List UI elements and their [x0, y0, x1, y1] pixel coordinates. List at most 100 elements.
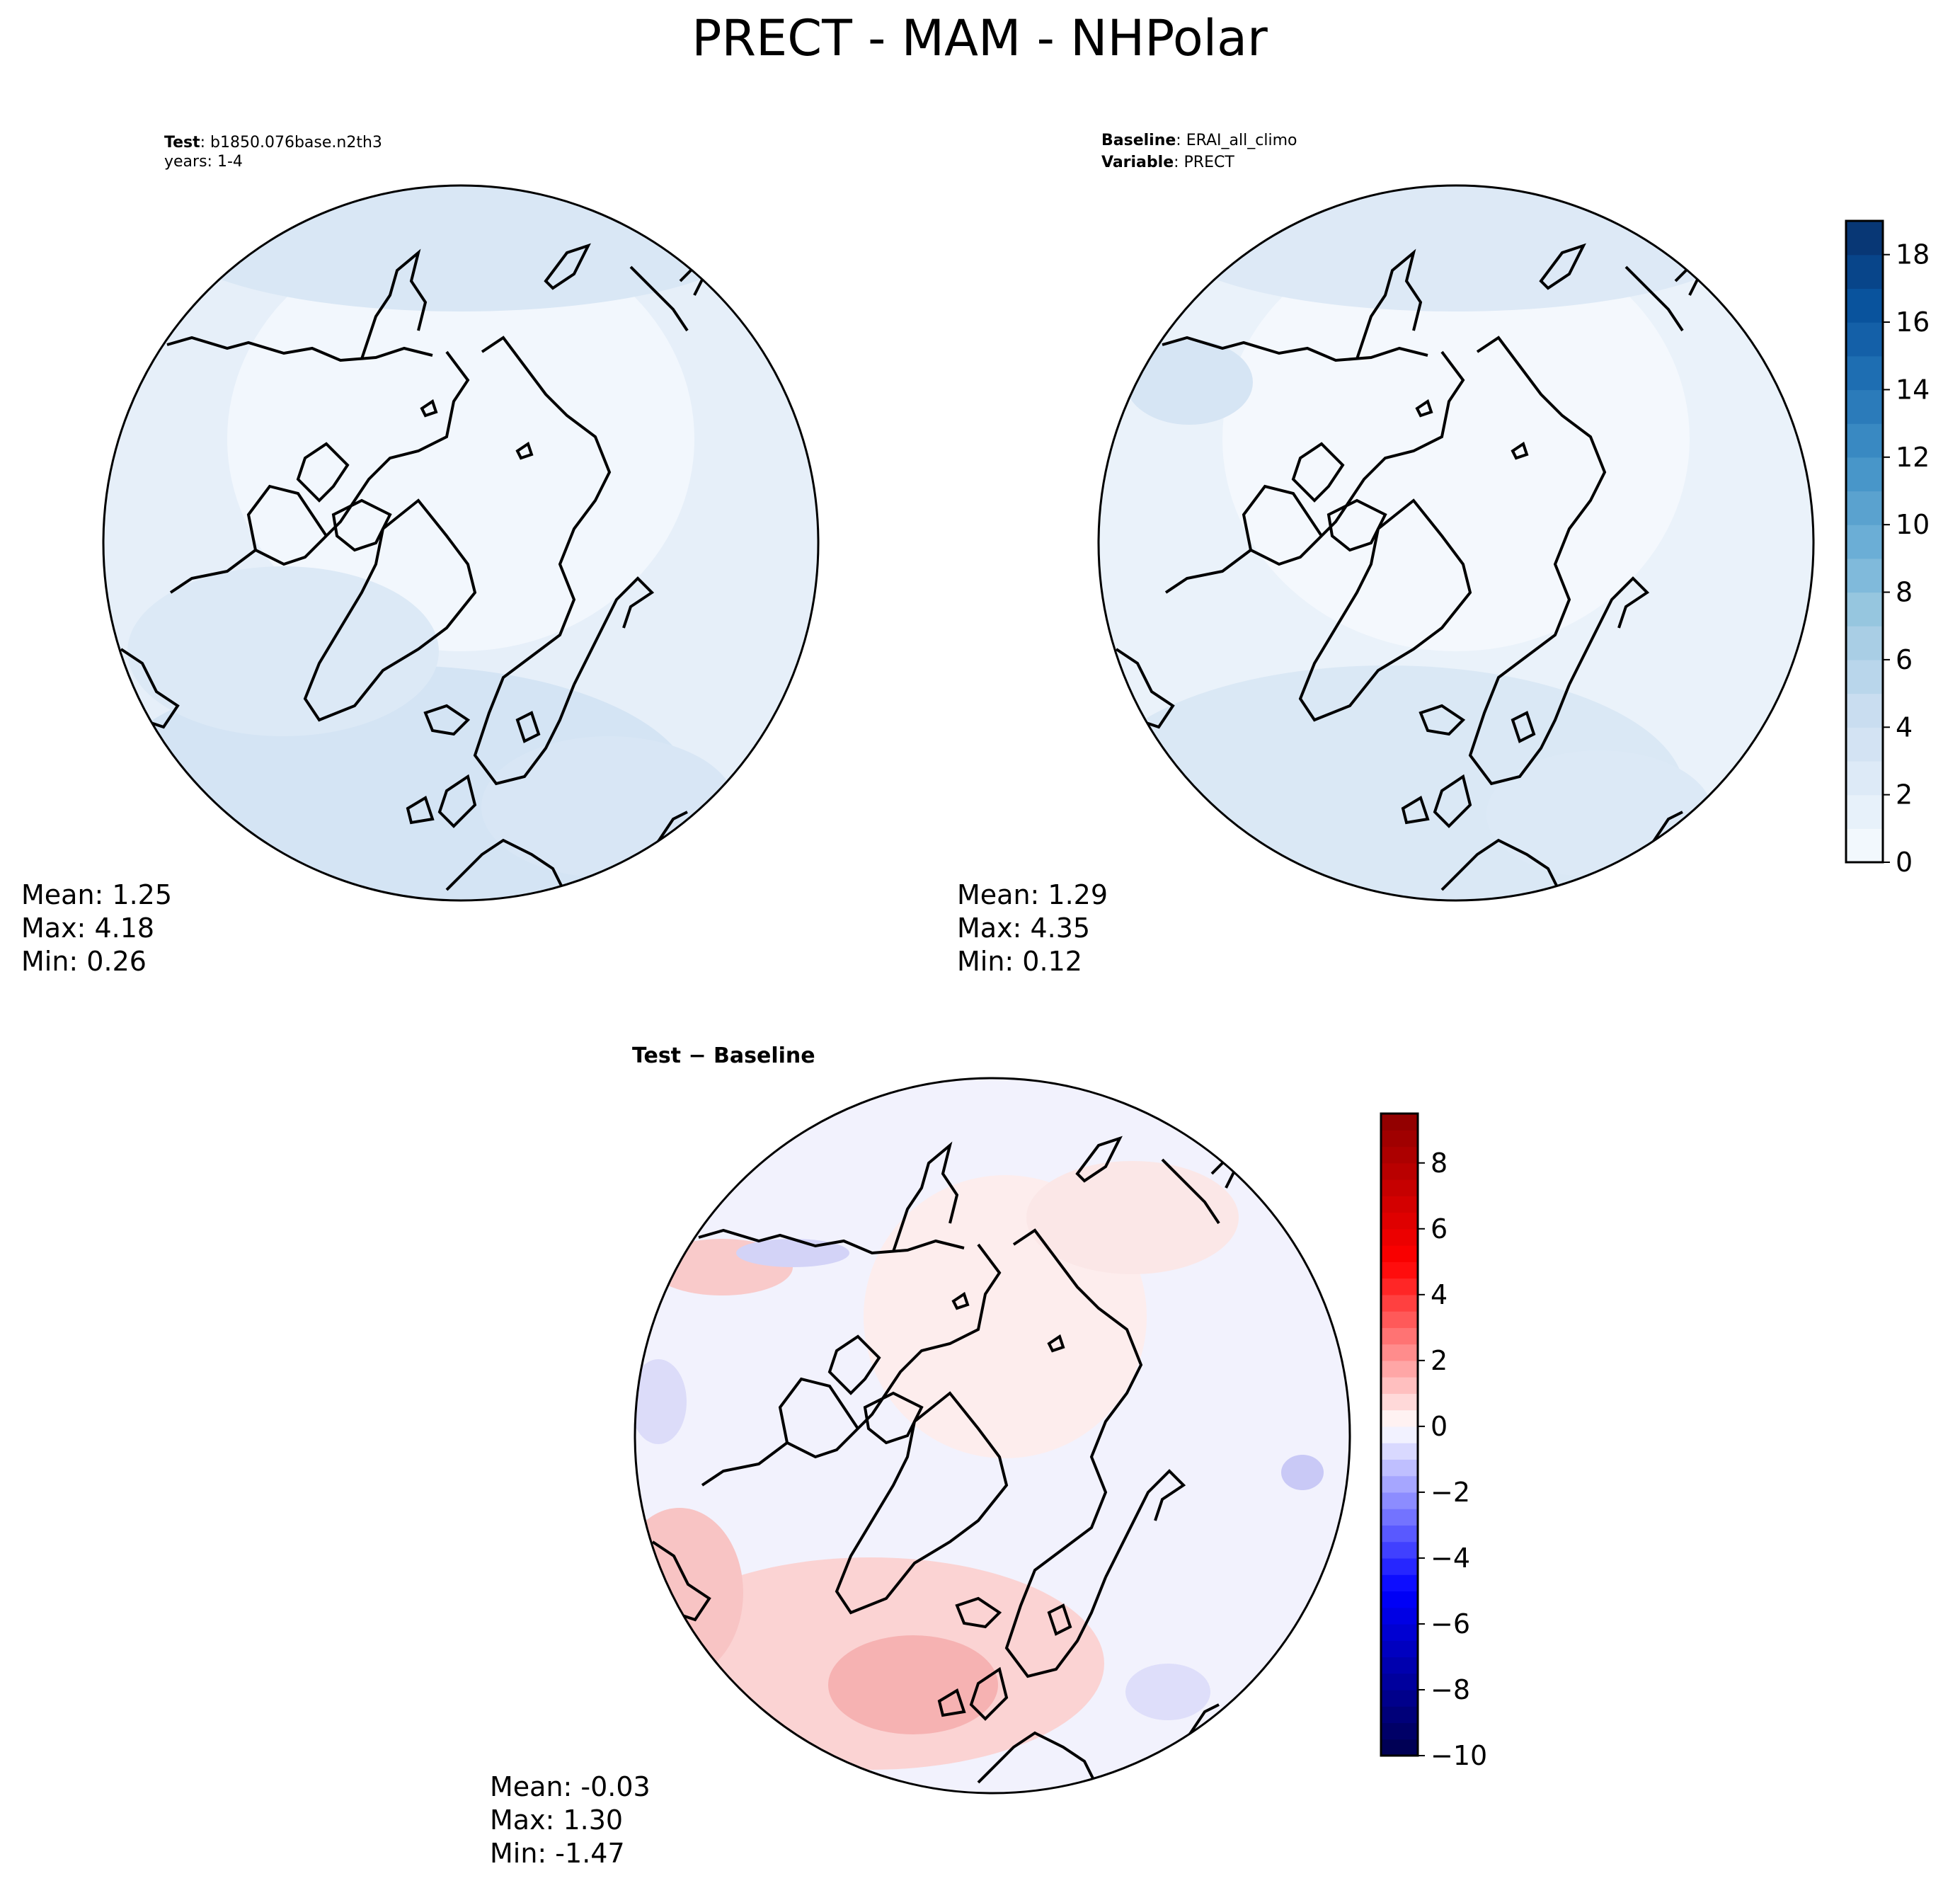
- cbar-diff-tick-label: −8: [1431, 1674, 1470, 1705]
- cbar-diff-level: [1381, 1557, 1418, 1575]
- cbar-diff-level: [1381, 1162, 1418, 1180]
- cbar-diff-level: [1381, 1327, 1418, 1345]
- cbar-diff-tick-label: −2: [1431, 1477, 1470, 1508]
- cbar-main-level: [1846, 491, 1883, 525]
- cbar-diff-level: [1381, 1377, 1418, 1394]
- cbar-main-level: [1846, 389, 1883, 424]
- cbar-diff-level: [1381, 1475, 1418, 1493]
- cbar-diff-level: [1381, 1294, 1418, 1312]
- cbar-diff-level: [1381, 1607, 1418, 1625]
- cbar-main-level: [1846, 626, 1883, 660]
- cbar-diff-level: [1381, 1673, 1418, 1690]
- cbar-main-level: [1846, 659, 1883, 694]
- cbar-main-tick-label: 18: [1896, 239, 1930, 270]
- cbar-diff-level: [1381, 1509, 1418, 1526]
- cbar-diff-level: [1381, 1591, 1418, 1608]
- cbar-main-level: [1846, 423, 1883, 458]
- cbar-main-tick-label: 14: [1896, 374, 1930, 405]
- cbar-diff-level: [1381, 1623, 1418, 1641]
- cbar-diff-tick-label: 2: [1431, 1345, 1448, 1376]
- cbar-diff-level: [1381, 1640, 1418, 1658]
- baseline-map-boundary: [1097, 184, 1815, 902]
- cbar-main-level: [1846, 558, 1883, 593]
- cbar-diff-tick-label: −6: [1431, 1608, 1470, 1640]
- cbar-main-tick-label: 12: [1896, 442, 1930, 473]
- cbar-diff-level: [1381, 1541, 1418, 1559]
- cbar-diff-level: [1381, 1228, 1418, 1246]
- baseline-max-stat: Max: 4.35: [957, 912, 1090, 944]
- cbar-diff-level: [1381, 1146, 1418, 1164]
- cbar-diff-level: [1381, 1261, 1418, 1279]
- cbar-diff-level: [1381, 1360, 1418, 1378]
- cbar-main-level: [1846, 525, 1883, 559]
- cbar-main-level: [1846, 322, 1883, 357]
- cbar-diff-level: [1381, 1114, 1418, 1131]
- test-header-line-2: years: 1-4: [164, 153, 243, 171]
- main-colorbar: 0 2 4 6 8 10 12 14 16 18: [1845, 219, 1930, 878]
- cbar-diff-level: [1381, 1212, 1418, 1230]
- cbar-main-level: [1846, 760, 1883, 796]
- cbar-diff-tick-label: 6: [1431, 1213, 1448, 1245]
- cbar-main-tick-label: 8: [1896, 577, 1913, 608]
- test-map-boundary: [102, 184, 820, 902]
- cbar-diff-level: [1381, 1722, 1418, 1740]
- difference-max-stat: Max: 1.30: [490, 1804, 623, 1836]
- cbar-diff-level: [1381, 1689, 1418, 1707]
- cbar-diff-level: [1381, 1739, 1418, 1756]
- cbar-main-tick-label: 16: [1896, 307, 1930, 338]
- cbar-main-level: [1846, 828, 1883, 863]
- cbar-main-frame: [1845, 219, 1884, 864]
- cbar-main-tick-label: 10: [1896, 509, 1930, 540]
- cbar-diff-level: [1381, 1130, 1418, 1148]
- difference-colorbar: −10 −8 −6 −4 −2 0 2 4 6 8: [1380, 1112, 1487, 1771]
- difference-mean-stat: Mean: -0.03: [490, 1771, 651, 1802]
- cbar-main-level: [1846, 288, 1883, 323]
- cbar-main-level: [1846, 794, 1883, 829]
- difference-header: Test − Baseline: [632, 1043, 815, 1068]
- difference-panel: Test − Baseline Mean: -0.03 Max: 1.30 Mi…: [490, 1043, 1351, 1869]
- cbar-diff-frame: [1380, 1112, 1419, 1757]
- test-min-stat: Min: 0.26: [21, 946, 147, 977]
- cbar-main-level: [1846, 355, 1883, 391]
- cbar-main-level: [1846, 693, 1883, 728]
- cbar-diff-level: [1381, 1443, 1418, 1460]
- cbar-main-level: [1846, 457, 1883, 492]
- cbar-main-level: [1846, 727, 1883, 762]
- cbar-diff-level: [1381, 1196, 1418, 1213]
- cbar-main-tick-label: 0: [1896, 847, 1913, 878]
- cbar-diff-tick-label: 4: [1431, 1279, 1448, 1310]
- baseline-panel: Baseline: ERAI_all_climo Variable: PRECT…: [957, 132, 1815, 977]
- cbar-main-tick-label: 6: [1896, 644, 1913, 675]
- cbar-diff-tick-label: −10: [1431, 1740, 1487, 1771]
- cbar-diff-level: [1381, 1179, 1418, 1196]
- test-max-stat: Max: 4.18: [21, 912, 154, 944]
- difference-map-boundary: [634, 1077, 1351, 1795]
- difference-map: [635, 1078, 1350, 1793]
- cbar-diff-level: [1381, 1525, 1418, 1543]
- cbar-diff-level: [1381, 1657, 1418, 1674]
- cbar-diff-level: [1381, 1278, 1418, 1295]
- test-panel: Test: b1850.076base.n2th3 years: 1-4 Mea…: [21, 134, 820, 977]
- baseline-mean-stat: Mean: 1.29: [957, 879, 1108, 910]
- baseline-header-line-2: Variable: PRECT: [1101, 154, 1234, 171]
- cbar-diff-level: [1381, 1311, 1418, 1328]
- cbar-diff-level: [1381, 1574, 1418, 1592]
- cbar-main-tick-label: 4: [1896, 711, 1913, 743]
- cbar-main-level: [1846, 221, 1883, 256]
- cbar-diff-level: [1381, 1706, 1418, 1724]
- cbar-diff-level: [1381, 1409, 1418, 1427]
- figure-title: PRECT - MAM - NHPolar: [692, 9, 1268, 67]
- cbar-diff-level: [1381, 1426, 1418, 1443]
- cbar-diff-level: [1381, 1459, 1418, 1477]
- cbar-diff-level: [1381, 1492, 1418, 1509]
- cbar-main-level: [1846, 592, 1883, 627]
- cbar-diff-tick-label: 8: [1431, 1148, 1448, 1179]
- cbar-diff-level: [1381, 1245, 1418, 1262]
- cbar-main-level: [1846, 254, 1883, 289]
- cbar-diff-tick-label: −4: [1431, 1543, 1470, 1574]
- cbar-diff-level: [1381, 1393, 1418, 1411]
- baseline-header-line-1: Baseline: ERAI_all_climo: [1101, 132, 1297, 149]
- test-mean-stat: Mean: 1.25: [21, 879, 172, 910]
- baseline-map: [1099, 185, 1813, 900]
